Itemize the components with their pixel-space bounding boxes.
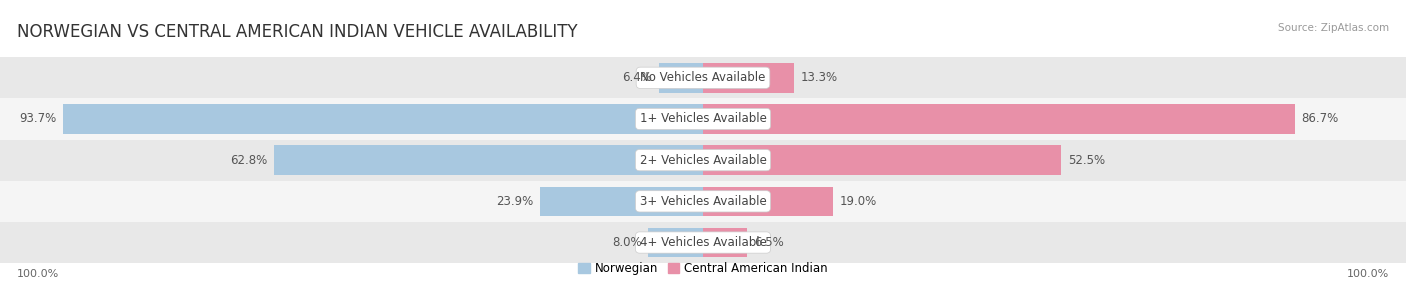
Bar [63,104,703,134]
Bar [0,222,1406,263]
Text: No Vehicles Available: No Vehicles Available [640,71,766,84]
Bar [0,98,1406,140]
Text: 4+ Vehicles Available: 4+ Vehicles Available [640,236,766,249]
Text: 23.9%: 23.9% [496,195,533,208]
Bar [0,140,1406,181]
Bar [703,63,794,93]
Text: 13.3%: 13.3% [800,71,838,84]
Bar [659,63,703,93]
Legend: Norwegian, Central American Indian: Norwegian, Central American Indian [574,258,832,280]
Bar [274,145,703,175]
Text: 19.0%: 19.0% [839,195,877,208]
Text: 93.7%: 93.7% [20,112,56,126]
Text: 2+ Vehicles Available: 2+ Vehicles Available [640,154,766,167]
Text: Source: ZipAtlas.com: Source: ZipAtlas.com [1278,23,1389,33]
Bar [703,104,1295,134]
Text: 52.5%: 52.5% [1069,154,1105,167]
Bar [703,186,832,216]
Text: 86.7%: 86.7% [1302,112,1339,126]
Text: 8.0%: 8.0% [612,236,641,249]
Bar [703,228,748,257]
Text: 6.5%: 6.5% [754,236,785,249]
Text: NORWEGIAN VS CENTRAL AMERICAN INDIAN VEHICLE AVAILABILITY: NORWEGIAN VS CENTRAL AMERICAN INDIAN VEH… [17,23,578,41]
Text: 62.8%: 62.8% [231,154,267,167]
Bar [540,186,703,216]
Bar [648,228,703,257]
Text: 6.4%: 6.4% [623,71,652,84]
Bar [703,145,1062,175]
Bar [0,57,1406,98]
Text: 1+ Vehicles Available: 1+ Vehicles Available [640,112,766,126]
Text: 100.0%: 100.0% [17,269,59,279]
Text: 3+ Vehicles Available: 3+ Vehicles Available [640,195,766,208]
Bar [0,181,1406,222]
Text: 100.0%: 100.0% [1347,269,1389,279]
